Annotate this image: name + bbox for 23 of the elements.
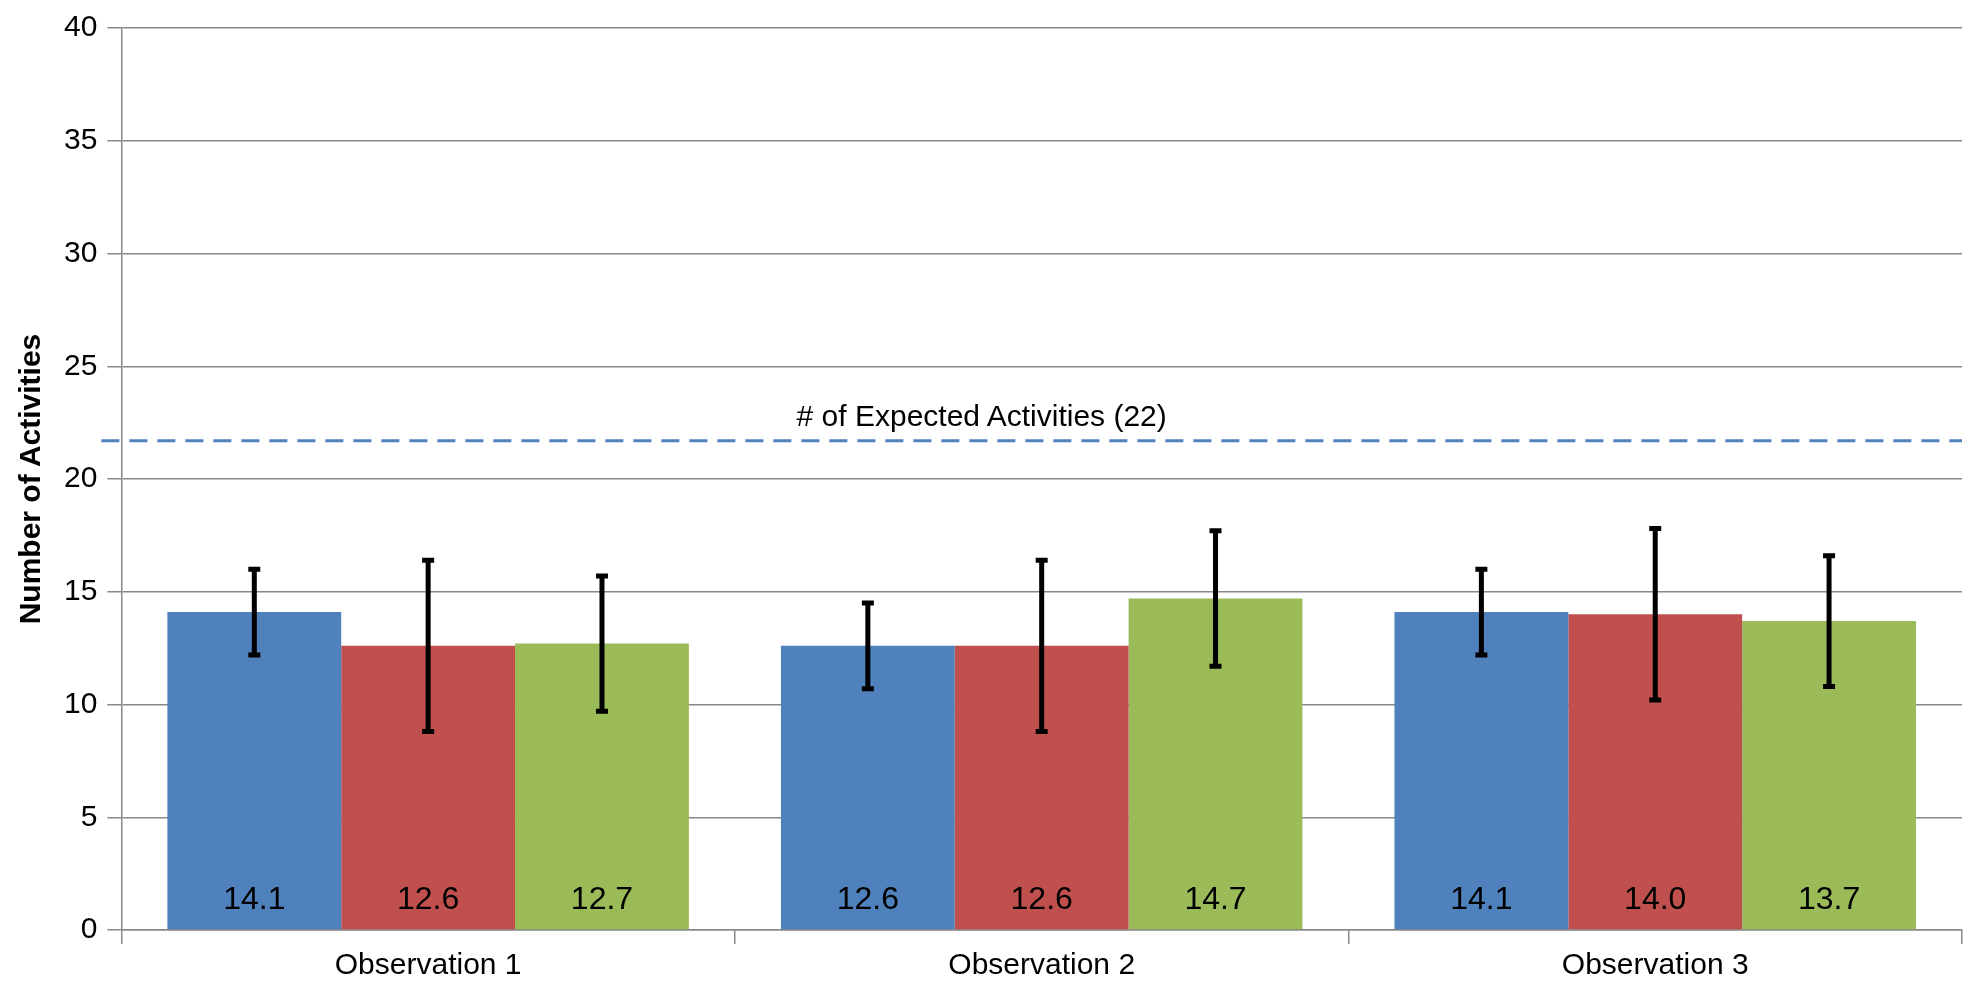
y-tick-label: 40 — [63, 9, 98, 43]
data-label: 12.6 — [1010, 879, 1073, 916]
data-label: 12.6 — [397, 879, 460, 916]
y-tick-label: 25 — [63, 347, 98, 381]
data-label: 14.1 — [223, 879, 286, 916]
data-label: 14.1 — [1450, 879, 1513, 916]
ref-line-label: # of Expected Activities (22) — [796, 398, 1167, 432]
y-tick-label: 15 — [63, 573, 98, 607]
x-tick-label: Observation 3 — [1561, 947, 1749, 981]
y-axis-title: Number of Activities — [13, 333, 47, 625]
y-tick-label: 0 — [80, 911, 98, 945]
data-label: 12.7 — [570, 879, 634, 916]
x-tick-label: Observation 1 — [334, 947, 522, 981]
x-tick-label: Observation 2 — [948, 947, 1136, 981]
data-label: 14.7 — [1184, 879, 1247, 916]
y-tick-label: 20 — [63, 460, 98, 494]
y-tick-label: 35 — [63, 122, 98, 156]
y-tick-label: 30 — [63, 234, 98, 268]
y-tick-label: 5 — [80, 798, 98, 832]
data-label: 12.6 — [836, 879, 899, 916]
y-tick-label: 10 — [63, 685, 98, 719]
data-label: 13.7 — [1797, 879, 1861, 916]
data-label: 14.0 — [1624, 879, 1687, 916]
